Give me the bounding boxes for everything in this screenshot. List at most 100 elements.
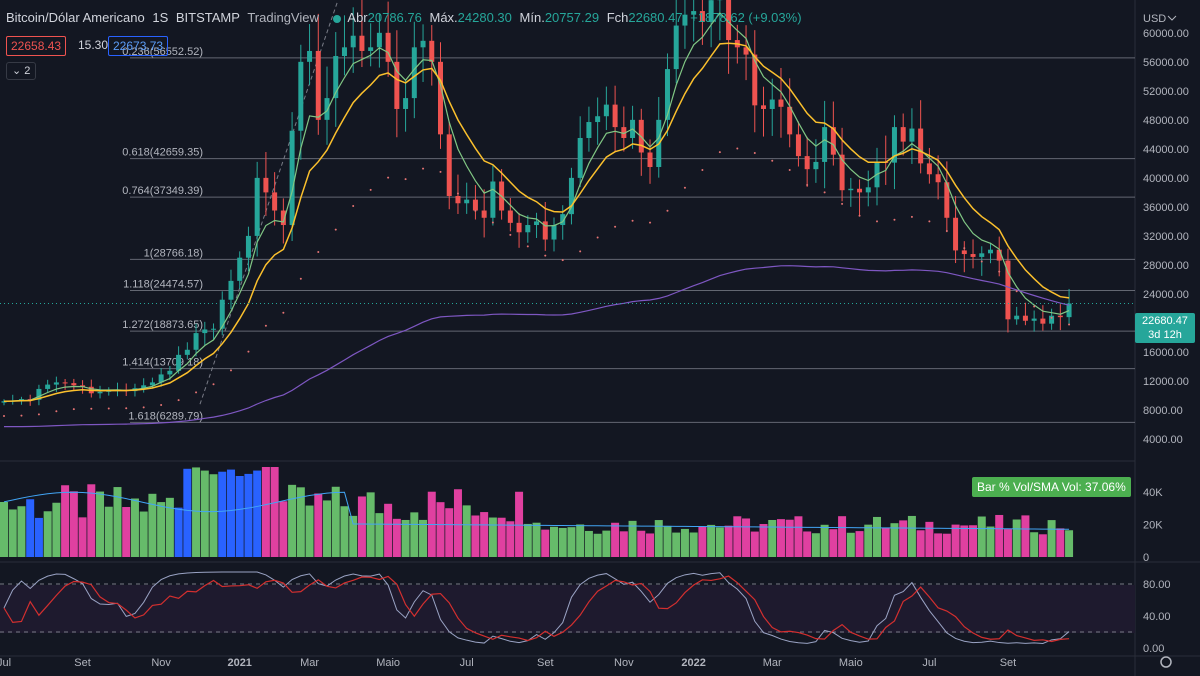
symbol-name[interactable]: Bitcoin/Dólar Americano bbox=[6, 10, 145, 25]
interval[interactable]: 1S bbox=[152, 10, 169, 25]
volume-bar bbox=[261, 467, 270, 557]
volume-bar bbox=[279, 501, 288, 557]
volume-bar bbox=[611, 522, 620, 557]
volume-bar bbox=[1030, 532, 1039, 557]
ema-fast-line bbox=[3, 12, 1070, 402]
collapse-indicators-button[interactable]: ⌄ 2 bbox=[6, 62, 37, 80]
ask-price-box[interactable]: 22673.73 bbox=[108, 36, 169, 56]
volume-bar bbox=[628, 520, 637, 557]
psar-dot bbox=[596, 236, 599, 239]
candle bbox=[926, 147, 932, 184]
volume-bar bbox=[549, 526, 558, 557]
candle bbox=[359, 0, 365, 68]
psar-dot bbox=[683, 186, 686, 189]
x-tick-label: Jul bbox=[460, 657, 474, 669]
candle bbox=[324, 66, 330, 145]
psar-dot bbox=[1015, 290, 1018, 293]
volume-bar bbox=[226, 469, 235, 557]
volume-bar bbox=[471, 515, 480, 557]
psar-dot bbox=[352, 205, 355, 208]
x-tick-label: Jul bbox=[0, 657, 11, 669]
psar-dot bbox=[264, 324, 267, 327]
candle bbox=[289, 112, 295, 242]
candle bbox=[987, 242, 993, 264]
exchange: BITSTAMP bbox=[175, 10, 240, 25]
low-value: 20757.29 bbox=[544, 10, 600, 25]
psar-dot bbox=[701, 168, 704, 171]
last-price-tag: 22680.47 3d 12h bbox=[1135, 313, 1195, 343]
candle bbox=[761, 86, 767, 137]
candle bbox=[909, 108, 915, 164]
volume-bar bbox=[951, 524, 960, 557]
fib-label: 1.618(6289.79) bbox=[128, 410, 203, 422]
psar-dot bbox=[334, 228, 337, 231]
psar-dot bbox=[718, 151, 721, 154]
psar-dot bbox=[72, 408, 75, 411]
x-tick-label: Maio bbox=[839, 657, 863, 669]
psar-dot bbox=[876, 220, 878, 223]
volume-bar bbox=[349, 515, 358, 557]
psar-dot bbox=[649, 221, 652, 224]
candle bbox=[403, 80, 409, 132]
y-tick-label: 24000.00 bbox=[1143, 289, 1189, 301]
volume-bar bbox=[515, 491, 524, 557]
fib-label: 1.414(13709.18) bbox=[122, 357, 203, 369]
psar-dot bbox=[404, 178, 407, 181]
volume-bar bbox=[506, 521, 515, 557]
volume-ratio-label: Bar % Vol/SMA Vol: 37.06% bbox=[972, 477, 1131, 497]
volume-bar bbox=[759, 524, 768, 557]
candle bbox=[228, 269, 234, 309]
candle bbox=[621, 106, 627, 152]
psar-dot bbox=[614, 225, 617, 228]
stoch-k-line bbox=[3, 571, 1070, 644]
volume-bar bbox=[192, 467, 201, 557]
volume-bar bbox=[384, 503, 393, 557]
candle bbox=[420, 24, 426, 82]
candle bbox=[743, 25, 749, 81]
candle bbox=[699, 0, 705, 45]
volume-bar bbox=[742, 518, 751, 557]
candle bbox=[935, 155, 941, 200]
volume-bar bbox=[820, 524, 829, 557]
collapse-count: 2 bbox=[24, 65, 31, 77]
close-value: 22680.47 bbox=[628, 10, 683, 25]
volume-bar bbox=[680, 528, 689, 557]
candle bbox=[193, 323, 199, 357]
volume-bar bbox=[733, 516, 742, 557]
volume-bar bbox=[218, 471, 227, 557]
volume-bar bbox=[445, 508, 454, 557]
candle bbox=[1, 399, 7, 406]
psar-dot bbox=[1068, 323, 1071, 326]
candle bbox=[167, 366, 173, 381]
psar-dot bbox=[125, 407, 128, 410]
high-label: Máx. bbox=[429, 10, 458, 25]
candle bbox=[350, 7, 356, 73]
volume-axis-label: 20K bbox=[1143, 520, 1163, 532]
bid-price-box[interactable]: 22658.43 bbox=[6, 36, 67, 56]
volume-bar bbox=[995, 514, 1004, 557]
x-tick-label: Nov bbox=[151, 657, 171, 669]
candle bbox=[595, 97, 601, 145]
volume-bar bbox=[637, 530, 646, 557]
volume-bar bbox=[43, 511, 52, 557]
open-value: 20786.76 bbox=[367, 10, 422, 25]
volume-bar bbox=[750, 531, 759, 557]
volume-bar bbox=[78, 517, 87, 557]
candle bbox=[900, 113, 906, 156]
volume-axis-label: 0 bbox=[1143, 552, 1149, 564]
volume-bar bbox=[148, 493, 157, 557]
fib-trendline bbox=[199, 0, 339, 405]
volume-bar bbox=[130, 498, 139, 557]
candle bbox=[568, 167, 574, 225]
volume-bar bbox=[340, 506, 349, 557]
volume-bar bbox=[1065, 530, 1074, 557]
volume-bar bbox=[1012, 519, 1021, 557]
volume-sma-line bbox=[3, 491, 1070, 530]
volume-bar bbox=[523, 523, 532, 557]
volume-bar bbox=[209, 474, 218, 557]
psar-dot bbox=[299, 277, 302, 280]
candle bbox=[717, 0, 723, 41]
candle bbox=[341, 15, 347, 76]
